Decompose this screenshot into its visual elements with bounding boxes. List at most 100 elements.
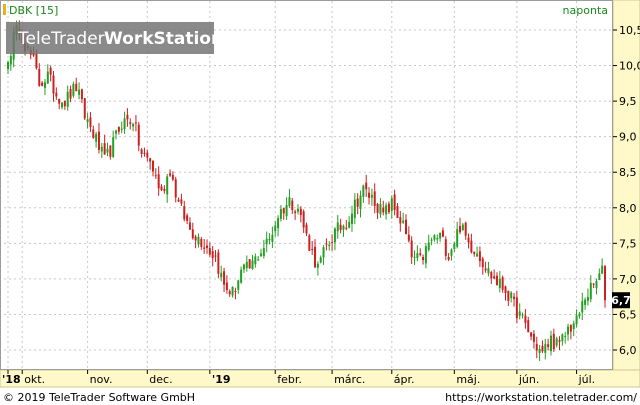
last-value-label: 6,7	[611, 294, 631, 307]
candle-body	[595, 280, 598, 289]
x-tick-label: okt.	[24, 373, 45, 386]
candle-body	[424, 246, 427, 264]
candle-body	[470, 240, 473, 253]
candle-body	[365, 182, 368, 190]
title-marker	[3, 4, 6, 15]
x-tick-label: ápr.	[394, 373, 415, 386]
candle-body	[245, 261, 248, 269]
candle-body	[66, 91, 69, 107]
candle-body	[78, 89, 81, 95]
candle-body	[157, 174, 160, 189]
candle-body	[97, 131, 100, 150]
candle-body	[325, 243, 328, 245]
candle-body	[538, 348, 541, 353]
candle-body	[589, 282, 592, 300]
candle-body	[146, 152, 149, 158]
candle-body	[55, 92, 58, 97]
candle-body	[291, 200, 294, 211]
candle-body	[143, 152, 146, 154]
x-tick-label: dec.	[149, 373, 172, 386]
candle-body	[515, 297, 518, 319]
y-tick-label: 9,0	[619, 131, 637, 144]
candle-body	[225, 282, 228, 290]
candle-body	[478, 251, 481, 262]
candle-body	[328, 244, 331, 246]
candle-body	[171, 174, 174, 180]
candle-body	[322, 247, 325, 258]
candle-body	[345, 227, 348, 229]
candle-body	[422, 257, 425, 261]
candle-body	[461, 224, 464, 231]
candle-body	[362, 185, 365, 197]
y-tick-label: 10,0	[619, 60, 640, 73]
candle-body	[151, 161, 154, 172]
candle-body	[459, 226, 462, 233]
candle-body	[342, 225, 345, 230]
candle-body	[109, 145, 112, 157]
candle-body	[561, 334, 564, 342]
y-tick-label: 8,5	[619, 166, 637, 179]
candle-body	[41, 82, 44, 86]
candle-body	[575, 315, 578, 325]
candle-body	[504, 286, 507, 294]
candle-body	[265, 238, 268, 245]
candle-body	[46, 71, 49, 84]
candle-body	[521, 314, 524, 316]
candle-body	[564, 335, 567, 337]
candle-body	[169, 173, 172, 176]
candle-body	[89, 117, 92, 127]
candle-body	[177, 199, 180, 202]
candle-body	[373, 191, 376, 206]
candle-body	[251, 260, 254, 269]
candle-body	[174, 179, 177, 198]
candle-body	[441, 230, 444, 237]
candle-body	[450, 249, 453, 256]
candle-body	[180, 199, 183, 204]
y-tick-label: 6,5	[619, 308, 637, 321]
candle-body	[95, 133, 98, 142]
candle-body	[240, 269, 243, 283]
candle-body	[123, 118, 126, 130]
candle-body	[58, 99, 61, 104]
y-axis-ticks: 10,5 10,0 9,5 9,0 8,5 8,0 7,5 7,0 6,5 6,0	[613, 24, 640, 357]
candle-body	[393, 194, 396, 211]
x-tick-label: jún.	[518, 373, 540, 386]
candle-body	[484, 268, 487, 271]
candle-body	[405, 219, 407, 235]
y-tick-label: 10,5	[619, 24, 640, 37]
footer-url[interactable]: https://workstation.teletrader.com/	[445, 391, 637, 404]
y-tick-label: 9,5	[619, 95, 637, 108]
candle-body	[80, 89, 83, 100]
candle-body	[481, 258, 484, 268]
candle-body	[490, 272, 493, 279]
x-tick-label: nov.	[90, 373, 113, 386]
candle-body	[132, 123, 135, 127]
candle-body	[9, 55, 12, 65]
candle-body	[223, 271, 226, 285]
y-tick-label: 7,5	[619, 237, 637, 250]
y-tick-label: 8,0	[619, 202, 637, 215]
candle-body	[32, 53, 35, 56]
candle-body	[254, 256, 257, 265]
candle-body	[532, 333, 535, 342]
candle-body	[353, 199, 356, 218]
candle-body	[296, 208, 299, 212]
x-tick-label: '18	[2, 373, 21, 386]
candle-body	[316, 263, 319, 268]
candle-body	[248, 259, 251, 269]
candle-body	[518, 311, 521, 316]
candle-body	[200, 238, 203, 247]
candle-body	[294, 211, 297, 213]
candle-body	[149, 158, 152, 162]
candle-body	[507, 290, 510, 301]
candle-body	[541, 345, 544, 352]
candle-body	[234, 290, 237, 292]
candle-body	[464, 222, 467, 236]
candle-body	[117, 126, 120, 132]
candle-body	[188, 222, 191, 230]
candle-body	[92, 129, 95, 138]
candle-body	[194, 236, 197, 241]
candle-body	[208, 247, 211, 255]
candle-body	[413, 256, 416, 258]
candle-body	[578, 313, 581, 317]
